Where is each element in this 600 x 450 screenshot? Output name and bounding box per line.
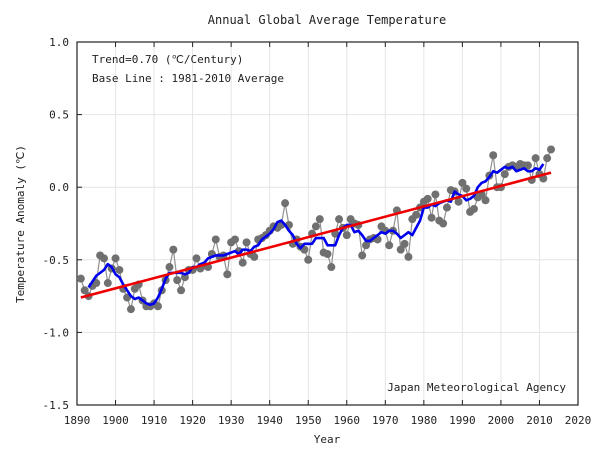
annual-anomaly-point (327, 263, 336, 272)
y-tick-label: -1.0 (43, 326, 70, 339)
annual-anomaly-point (173, 276, 182, 285)
x-tick-label: 1920 (179, 414, 206, 427)
annual-anomaly-point (412, 210, 421, 219)
x-tick-label: 2000 (488, 414, 515, 427)
annual-anomaly-point (169, 245, 178, 254)
annual-anomaly-point (231, 235, 240, 244)
annual-anomaly-point (165, 263, 174, 272)
annual-anomaly-point (180, 273, 189, 282)
x-tick-label: 1930 (218, 414, 245, 427)
annual-anomaly-point (489, 151, 498, 160)
x-tick-label: 1890 (64, 414, 91, 427)
annual-anomaly-point (442, 203, 451, 212)
trend-annotation: Trend=0.70 (℃/Century) (92, 53, 243, 66)
annual-anomaly-point (111, 254, 120, 263)
annual-anomaly-point (315, 215, 324, 224)
annual-anomaly-point (481, 196, 490, 205)
annual-anomaly-point (458, 178, 467, 187)
annual-anomaly-point (423, 194, 432, 203)
annual-anomaly-point (99, 254, 108, 263)
annual-anomaly-point (531, 154, 540, 163)
y-tick-label: 0.5 (49, 109, 69, 122)
annual-anomaly-point (223, 270, 232, 279)
baseline-annotation: Base Line : 1981-2010 Average (92, 72, 284, 85)
y-axis-label: Temperature Anomaly (℃) (14, 145, 27, 303)
plot-frame (76, 41, 579, 406)
x-tick-label: 1910 (141, 414, 168, 427)
series-layer (76, 145, 556, 314)
annual-anomaly-point (362, 241, 371, 250)
x-axis-label: Year (314, 433, 341, 446)
annual-anomaly-point (103, 279, 112, 288)
running-mean-line (87, 163, 545, 307)
annual-anomaly-point (500, 170, 509, 179)
annual-anomaly-point (335, 215, 344, 224)
source-credit: Japan Meteorological Agency (387, 381, 566, 394)
annual-anomaly-point (454, 197, 463, 206)
annual-anomaly-point (396, 245, 405, 254)
annual-anomaly-point (177, 286, 186, 295)
annual-anomaly-point (385, 241, 394, 250)
trend-line (80, 171, 552, 299)
annual-anomaly-point (431, 190, 440, 199)
x-tick-label: 1990 (449, 414, 476, 427)
annual-anomaly-point (439, 219, 448, 228)
x-axis: 1890 1900 1910 1920 1930 1940 1950 1960 1970 1980… (64, 42, 592, 427)
x-tick-label: 2020 (565, 414, 592, 427)
annual-anomaly-point (242, 238, 251, 247)
annual-anomaly-point (427, 213, 436, 222)
y-tick-label: -1.5 (43, 399, 70, 412)
x-tick-label: 2010 (526, 414, 553, 427)
x-tick-label: 1960 (334, 414, 361, 427)
annual-anomaly-point (323, 249, 332, 258)
y-tick-label: 0.0 (49, 181, 69, 194)
x-tick-label: 1950 (295, 414, 322, 427)
x-tick-label: 1900 (102, 414, 129, 427)
annual-anomaly-point (192, 254, 201, 263)
annual-anomaly-point (80, 286, 89, 295)
y-tick-label: -0.5 (43, 254, 70, 267)
annual-anomaly-point (126, 305, 135, 314)
annual-anomaly-point (115, 265, 124, 274)
annual-anomaly-point (547, 145, 556, 154)
annual-anomaly-point (153, 302, 162, 311)
annual-anomaly-point (543, 154, 552, 163)
annual-anomaly-point (281, 199, 290, 208)
annual-anomaly-point (304, 255, 313, 264)
x-tick-label: 1970 (372, 414, 399, 427)
grid (76, 41, 579, 406)
annual-anomaly-point (469, 204, 478, 213)
annual-anomaly-point (238, 258, 247, 267)
x-tick-label: 1980 (411, 414, 438, 427)
y-axis: 1.0 0.5 0.0 -0.5 -1.0 -1.5 (43, 36, 82, 412)
annual-anomaly-point (400, 239, 409, 248)
x-tick-label: 1940 (256, 414, 283, 427)
annual-anomaly-point (358, 251, 367, 260)
annual-anomaly-point (462, 184, 471, 193)
y-tick-label: 1.0 (49, 36, 69, 49)
annual-anomaly-point (76, 274, 85, 283)
annual-anomaly-point (404, 252, 413, 261)
annual-anomaly-point (250, 252, 259, 261)
annual-anomaly-point (523, 161, 532, 170)
annual-anomaly-point (211, 235, 220, 244)
annual-anomaly-point (342, 231, 351, 240)
annual-anomaly-point (311, 222, 320, 231)
chart-title: Annual Global Average Temperature (208, 13, 446, 27)
